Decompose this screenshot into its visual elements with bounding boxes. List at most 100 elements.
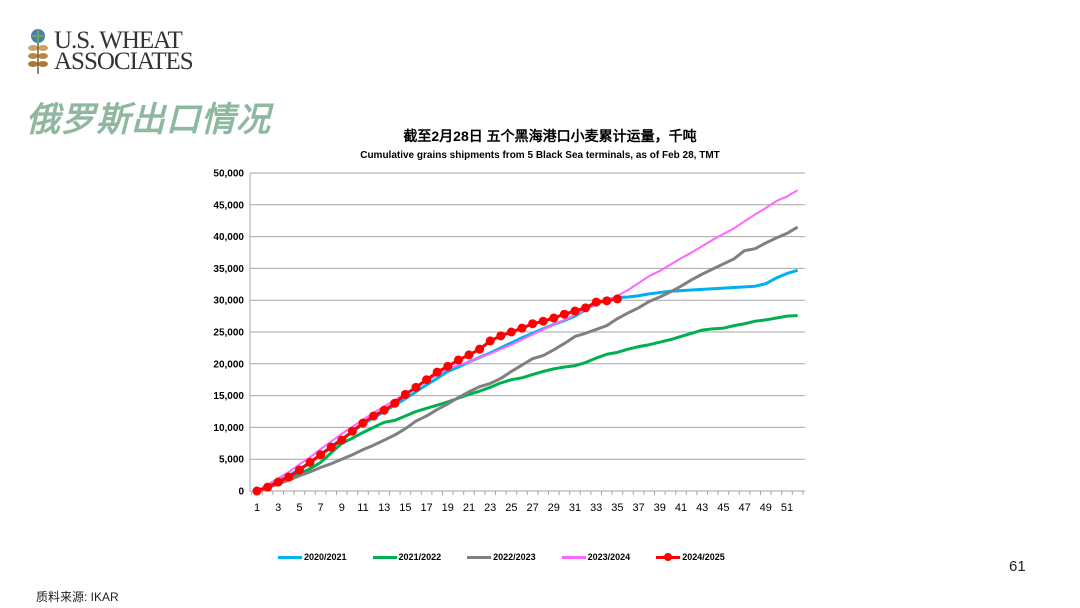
y-tick-label: 0 (238, 487, 244, 498)
data-point (379, 405, 389, 415)
y-tick-label: 5,000 (219, 455, 244, 466)
legend-item: 2021/2022 (372, 552, 442, 562)
x-tick-label: 47 (738, 502, 750, 514)
x-tick-label: 15 (399, 502, 411, 514)
wheat-globe-logo-icon (28, 29, 48, 74)
legend-item: 2023/2024 (561, 552, 631, 562)
chart-subtitle: Cumulative grains shipments from 5 Black… (360, 150, 720, 161)
data-point (369, 411, 379, 421)
x-tick-label: 41 (675, 502, 687, 514)
x-tick-label: 19 (442, 502, 454, 514)
legend-swatch (467, 555, 492, 559)
logo-text: U.S. WHEAT ASSOCIATES (54, 27, 194, 75)
x-tick-label: 49 (760, 502, 772, 514)
x-tick-label: 27 (526, 502, 538, 514)
legend-label: 2022/2023 (493, 552, 536, 562)
source-note: 质料来源: IKAR (36, 590, 119, 604)
series-line-2020-2021 (256, 268, 799, 493)
data-point (273, 477, 283, 487)
x-tick-label: 39 (654, 502, 666, 514)
legend-swatch (372, 555, 397, 559)
data-point (528, 319, 538, 329)
slide-title: 俄罗斯出口情况 (26, 101, 271, 139)
data-point (506, 327, 516, 337)
page-number: 61 (1009, 558, 1026, 575)
data-point (316, 450, 326, 460)
x-tick-label: 5 (296, 502, 302, 514)
data-point (337, 435, 347, 445)
data-point (294, 465, 304, 475)
data-point (390, 398, 400, 408)
data-point (252, 486, 262, 496)
legend-label: 2020/2021 (304, 552, 347, 562)
y-tick-label: 10,000 (213, 423, 244, 434)
data-point (453, 355, 463, 365)
data-point (432, 367, 442, 377)
data-point (475, 344, 485, 354)
data-point (517, 323, 527, 333)
series-line-2021-2022 (256, 313, 798, 493)
data-point (591, 297, 601, 307)
legend-label: 2024/2025 (682, 552, 725, 562)
data-point (549, 313, 559, 323)
series-line-2023-2024 (256, 189, 799, 492)
data-point (538, 316, 548, 326)
logo-line1: U.S. WHEAT (54, 27, 183, 54)
legend-item: 2022/2023 (467, 552, 536, 562)
data-point (443, 361, 453, 371)
data-point (559, 309, 569, 319)
x-tick-label: 23 (484, 502, 496, 514)
data-point (485, 336, 495, 346)
data-point (612, 294, 622, 304)
chart-title: 截至2月28日 五个黑海港口小麦累计运量，千吨 (403, 128, 697, 144)
data-point (602, 296, 612, 306)
x-tick-label: 7 (318, 502, 324, 514)
y-tick-label: 20,000 (213, 359, 244, 370)
data-point (422, 375, 432, 385)
x-tick-label: 21 (463, 502, 475, 514)
data-point (464, 350, 474, 360)
x-tick-label: 1 (254, 502, 260, 514)
y-tick-label: 25,000 (213, 328, 244, 339)
x-tick-label: 25 (505, 502, 517, 514)
data-point (358, 418, 368, 428)
x-tick-label: 29 (548, 502, 560, 514)
legend-swatch (561, 555, 586, 559)
y-tick-label: 15,000 (213, 391, 244, 402)
legend-label: 2021/2022 (398, 552, 442, 562)
data-point (284, 472, 294, 482)
data-point (400, 389, 410, 399)
x-tick-label: 43 (696, 502, 708, 514)
legend-item: 2024/2025 (656, 552, 725, 562)
x-tick-label: 31 (569, 502, 581, 514)
legend-swatch (656, 552, 681, 561)
data-point (496, 331, 506, 341)
x-tick-label: 33 (590, 502, 602, 514)
legend-swatch (278, 555, 302, 559)
data-point (326, 442, 336, 452)
y-tick-label: 35,000 (213, 264, 244, 275)
x-tick-label: 45 (717, 502, 729, 514)
x-tick-label: 37 (632, 502, 644, 514)
y-tick-label: 30,000 (213, 296, 244, 307)
data-point (581, 303, 591, 313)
data-point (570, 306, 580, 316)
chart-legend: 2020/2021 2021/2022 2022/2023 2023/2024 2024… (278, 552, 725, 562)
series-line-2022-2023 (256, 225, 799, 493)
x-tick-label: 35 (611, 502, 623, 514)
x-tick-label: 11 (357, 502, 368, 514)
y-tick-label: 45,000 (213, 200, 244, 211)
data-point (347, 426, 357, 436)
x-tick-label: 13 (378, 502, 390, 514)
data-point (411, 382, 421, 392)
y-tick-label: 40,000 (213, 232, 244, 243)
data-point (305, 457, 315, 467)
x-tick-label: 3 (275, 502, 281, 514)
data-point (263, 482, 273, 492)
legend-label: 2023/2024 (587, 552, 631, 562)
logo-line2: ASSOCIATES (54, 48, 194, 75)
x-tick-label: 51 (781, 502, 793, 514)
x-tick-label: 9 (339, 502, 345, 514)
